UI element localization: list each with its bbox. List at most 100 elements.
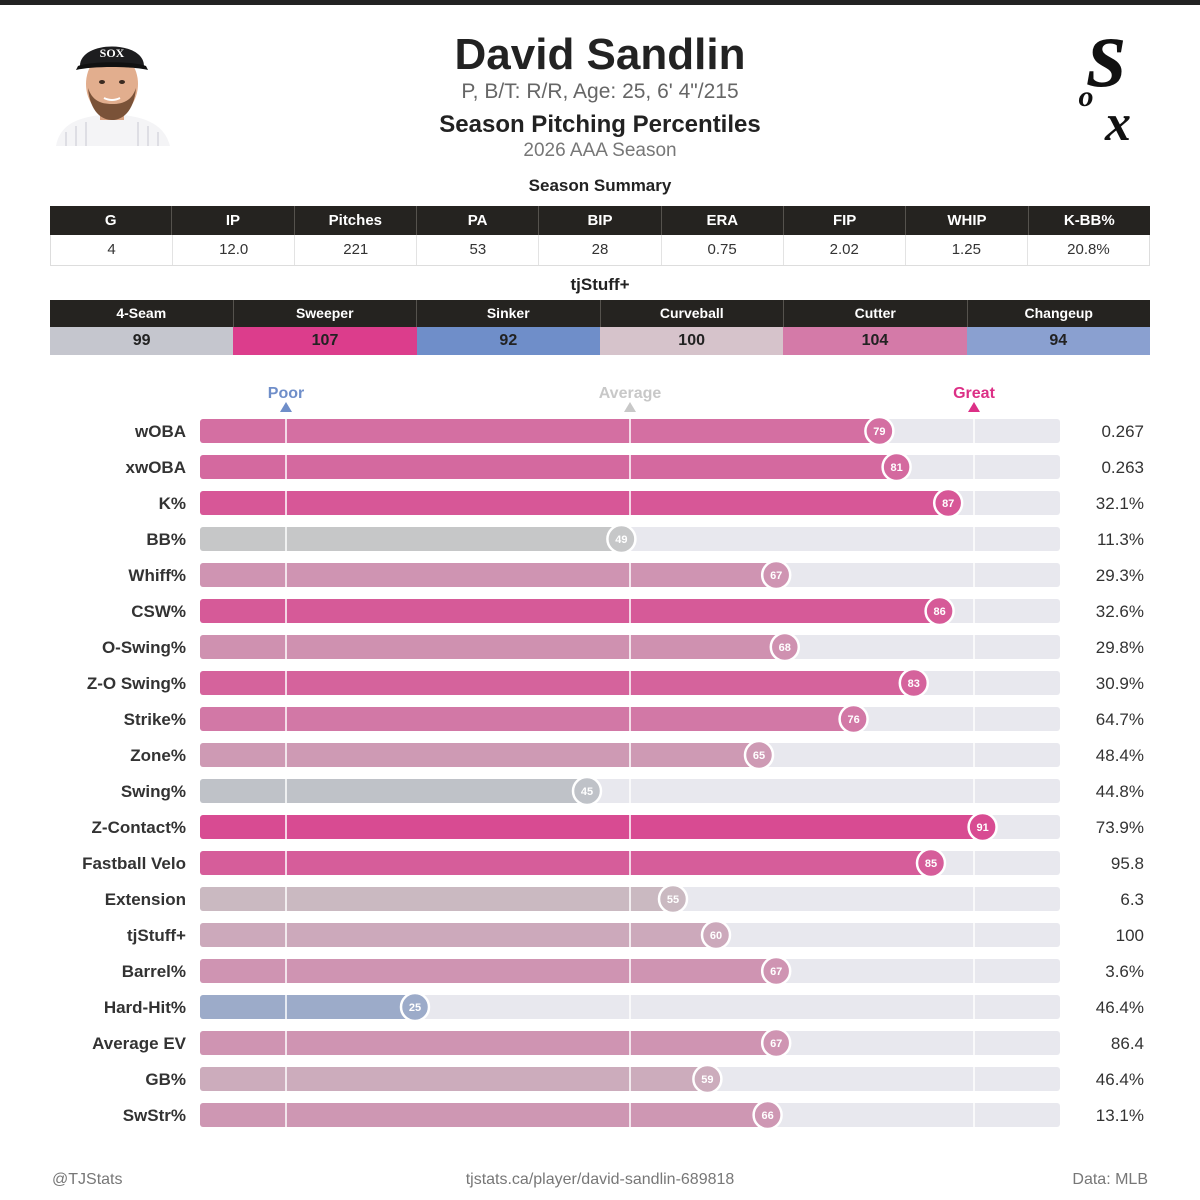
- stat-label: O-Swing%: [102, 638, 186, 657]
- stat-value: 32.6%: [1096, 602, 1144, 621]
- summary-value-cell: 1.25: [906, 235, 1028, 265]
- tjstuff-table: 4-Seam Sweeper Sinker Curveball Cutter C…: [50, 300, 1150, 355]
- summary-table: G IP Pitches PA BIP ERA FIP WHIP K-BB% 4…: [50, 206, 1150, 266]
- pitch-value-cell: 107: [233, 327, 417, 355]
- percentile-bar: [200, 1067, 708, 1091]
- stat-label: Fastball Velo: [82, 854, 186, 873]
- stat-value: 29.3%: [1096, 566, 1144, 585]
- stat-value: 6.3: [1120, 890, 1144, 909]
- chart-title: Season Pitching Percentiles: [439, 111, 761, 138]
- percentile-bar: [200, 599, 940, 623]
- percentile-dot: [700, 919, 732, 951]
- percentile-value: 45: [581, 786, 593, 798]
- reference-marker: [968, 402, 980, 412]
- percentile-dot: [692, 1063, 723, 1095]
- percentile-bar: [200, 563, 777, 587]
- percentile-value: 85: [925, 858, 937, 870]
- summary-header-cell: WHIP: [906, 206, 1029, 235]
- percentile-value: 67: [770, 1038, 782, 1050]
- summary-header-cell: BIP: [539, 206, 662, 235]
- summary-header-cell: Pitches: [295, 206, 417, 235]
- percentile-dot: [915, 847, 947, 879]
- percentile-dot: [657, 883, 689, 915]
- percentile-value: 81: [890, 462, 902, 474]
- percentile-value: 65: [753, 750, 765, 762]
- stat-label: SwStr%: [123, 1106, 186, 1125]
- stat-label: CSW%: [131, 602, 186, 621]
- percentile-bar: [200, 779, 587, 803]
- summary-value-cell: 4: [51, 235, 174, 265]
- summary-value-cell: 221: [295, 235, 418, 265]
- percentile-bar: [200, 995, 415, 1019]
- summary-value-cell: 28: [539, 235, 662, 265]
- stat-label: Extension: [105, 890, 186, 909]
- stat-value: 95.8: [1111, 854, 1144, 873]
- stat-value: 46.4%: [1096, 1070, 1144, 1089]
- player-bio: P, B/T: R/R, Age: 25, 6' 4"/215: [461, 80, 739, 103]
- percentile-bar: [200, 743, 759, 767]
- stat-value: 32.1%: [1096, 494, 1144, 513]
- svg-text:o: o: [1079, 80, 1094, 113]
- percentile-dot: [760, 559, 792, 591]
- percentile-value: 55: [667, 894, 679, 906]
- player-name: David Sandlin: [454, 30, 746, 79]
- percentile-value: 49: [615, 534, 627, 546]
- stat-value: 0.263: [1101, 458, 1144, 477]
- percentile-dot: [752, 1099, 783, 1131]
- season-label: 2026 AAA Season: [523, 140, 677, 161]
- pitch-name-cell: 4-Seam: [50, 300, 234, 327]
- summary-header-cell: FIP: [784, 206, 907, 235]
- reference-label: Great: [953, 385, 995, 402]
- reference-label: Poor: [268, 385, 304, 402]
- percentile-value: 83: [908, 678, 920, 690]
- summary-value-cell: 0.75: [662, 235, 784, 265]
- percentile-bar: [200, 671, 914, 695]
- percentile-dot: [967, 811, 998, 843]
- stat-value: 0.267: [1101, 422, 1144, 441]
- percentile-dot: [881, 451, 912, 483]
- stat-value: 13.1%: [1096, 1106, 1144, 1125]
- stat-label: BB%: [146, 530, 186, 549]
- percentile-value: 68: [779, 642, 791, 654]
- svg-text:SOX: SOX: [100, 46, 125, 60]
- stat-value: 3.6%: [1105, 962, 1144, 981]
- percentile-bar: [200, 815, 983, 839]
- tjstuff-header-row: 4-Seam Sweeper Sinker Curveball Cutter C…: [50, 300, 1150, 327]
- percentile-bar: [200, 923, 716, 947]
- stat-value: 30.9%: [1096, 674, 1144, 693]
- percentile-value: 87: [942, 498, 954, 510]
- summary-value-cell: 12.0: [173, 235, 296, 265]
- footer-url: tjstats.ca/player/david-sandlin-689818: [465, 1171, 735, 1188]
- stat-label: Zone%: [130, 746, 186, 765]
- percentile-value: 91: [976, 822, 988, 834]
- summary-header-cell: IP: [172, 206, 295, 235]
- percentile-dot: [571, 775, 603, 807]
- percentile-value: 67: [770, 570, 782, 582]
- percentile-bar: [200, 527, 622, 551]
- stat-label: Swing%: [121, 782, 186, 801]
- stat-label: Z-O Swing%: [87, 674, 186, 693]
- pitch-name-cell: Cutter: [784, 300, 968, 327]
- percentile-dot: [898, 667, 930, 699]
- pitch-value-cell: 100: [599, 327, 784, 355]
- stat-value: 11.3%: [1097, 530, 1144, 549]
- percentile-chart-svg: Poor Average Great 79 wOBA 0.267 81 xwOBA 0.263 8…: [82, 385, 1144, 1131]
- percentile-bar: [200, 635, 785, 659]
- percentile-bar: [200, 1031, 777, 1055]
- percentile-bar: [200, 455, 897, 479]
- percentile-value: 66: [761, 1110, 773, 1122]
- stat-label: Barrel%: [122, 962, 186, 981]
- summary-title: Season Summary: [528, 176, 672, 195]
- stat-value: 86.4: [1111, 1034, 1144, 1053]
- pitch-name-cell: Curveball: [601, 300, 784, 327]
- stat-label: Z-Contact%: [92, 818, 186, 837]
- percentile-dot: [760, 1027, 792, 1059]
- percentile-dot: [838, 703, 869, 735]
- stat-label: Whiff%: [128, 566, 186, 585]
- reference-marker: [624, 402, 636, 412]
- team-logo: S o x: [1060, 24, 1152, 153]
- percentile-dot: [932, 487, 964, 519]
- stat-value: 73.9%: [1096, 818, 1144, 837]
- percentile-dot: [864, 415, 895, 447]
- pitch-name-cell: Sinker: [417, 300, 601, 327]
